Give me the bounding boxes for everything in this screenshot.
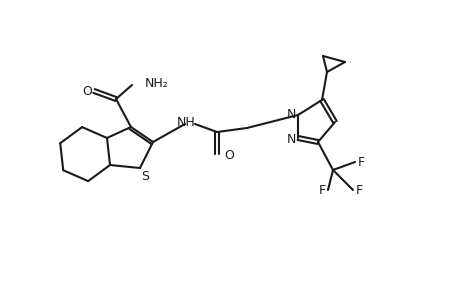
Text: N: N — [285, 107, 295, 121]
Text: N: N — [285, 133, 295, 146]
Text: F: F — [357, 155, 364, 169]
Text: O: O — [224, 148, 233, 161]
Text: F: F — [355, 184, 362, 196]
Text: NH: NH — [176, 116, 195, 128]
Text: S: S — [141, 169, 149, 182]
Text: O: O — [82, 85, 92, 98]
Text: F: F — [318, 184, 325, 196]
Text: NH₂: NH₂ — [145, 76, 168, 89]
